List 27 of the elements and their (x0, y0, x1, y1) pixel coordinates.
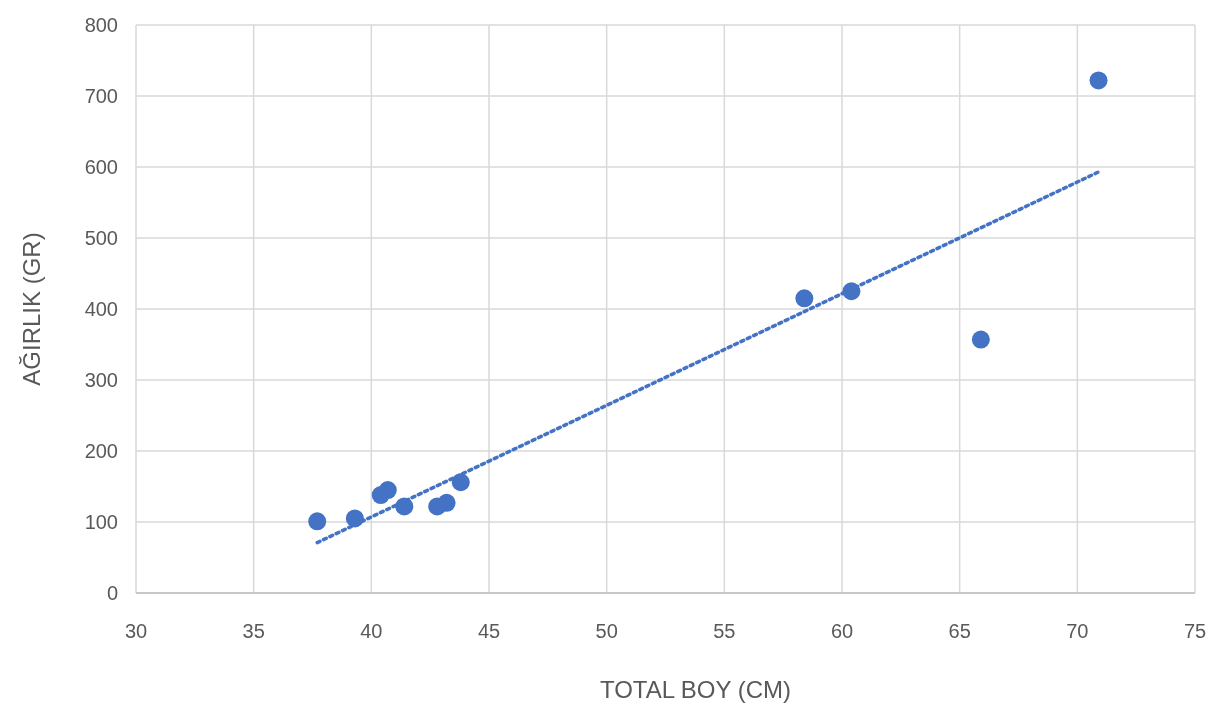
x-tick-label: 70 (1066, 620, 1089, 642)
x-tick-label: 75 (1183, 620, 1207, 642)
point (795, 289, 814, 308)
y-tick-label: 200 (84, 440, 118, 462)
point (1089, 71, 1108, 90)
y-tick-label: 0 (106, 582, 118, 604)
y-tick-label: 800 (84, 14, 118, 36)
x-tick-label: 35 (242, 620, 265, 642)
x-axis-title: TOTAL BOY (CM) (599, 676, 792, 703)
y-tick-label: 100 (84, 511, 118, 533)
point (378, 481, 397, 500)
x-tick-label: 30 (124, 620, 148, 642)
x-tick-label: 65 (948, 620, 971, 642)
y-tick-label: 500 (84, 227, 118, 249)
y-axis-title: AĞIRLIK (GR) (18, 232, 45, 386)
point (971, 330, 990, 349)
y-tick-label: 600 (84, 156, 118, 178)
x-tick-label: 40 (360, 620, 383, 642)
x-tick-label: 50 (595, 620, 618, 642)
x-tick-label: 55 (713, 620, 736, 642)
y-tick-label: 700 (84, 85, 118, 107)
x-tick-label: 45 (477, 620, 501, 642)
point (437, 493, 456, 512)
x-tick-label: 60 (830, 620, 854, 642)
point (308, 512, 327, 531)
y-tick-label: 400 (84, 298, 118, 320)
y-tick-label: 300 (84, 369, 118, 391)
